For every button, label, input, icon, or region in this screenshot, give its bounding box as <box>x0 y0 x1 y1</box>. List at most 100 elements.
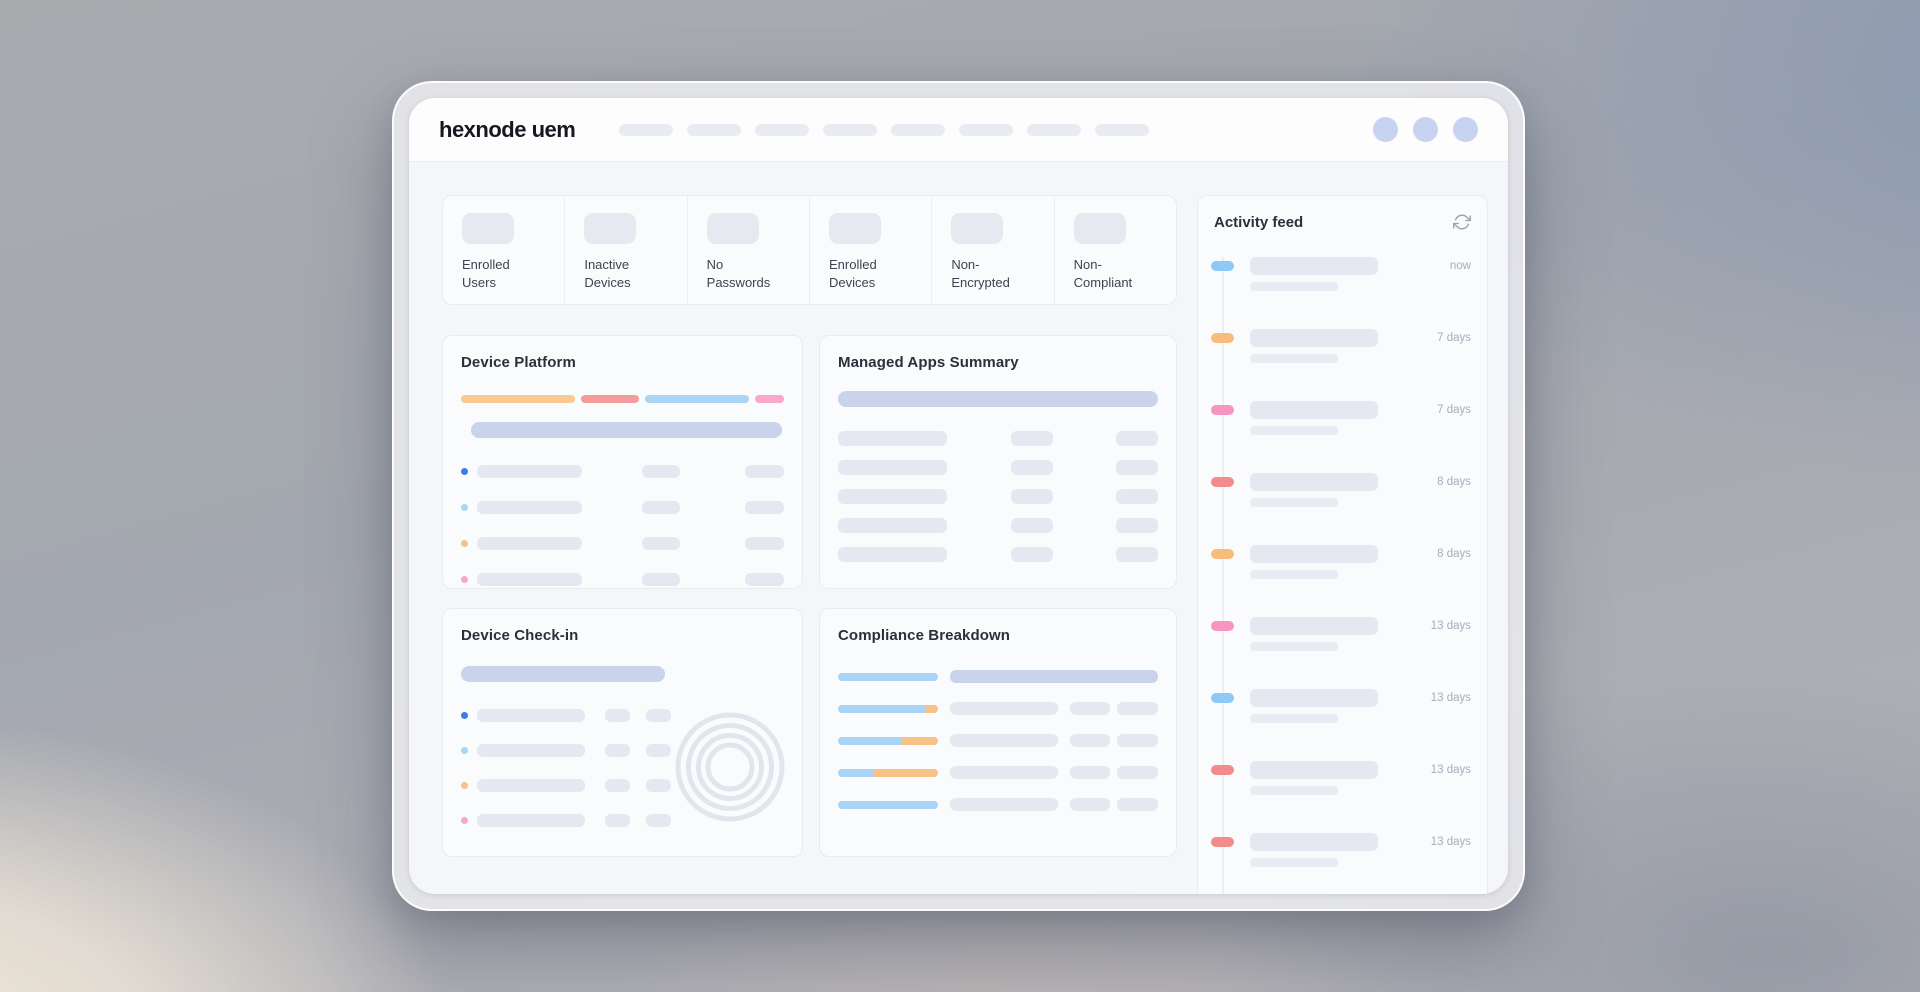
skeleton-bar <box>1250 473 1378 491</box>
hexnode-uem-logo[interactable]: hexnode uem <box>439 116 576 142</box>
managed-apps-row <box>838 489 1158 504</box>
activity-type-pill-icon <box>1211 765 1234 775</box>
skeleton-bar <box>1250 689 1378 707</box>
activity-feed-item[interactable]: 13 days <box>1198 761 1487 795</box>
skeleton-bar <box>1250 642 1338 651</box>
platform-distribution-bar <box>461 395 784 403</box>
skeleton-bar <box>1117 766 1158 779</box>
checkin-row <box>461 814 784 827</box>
stat-tile[interactable]: Enrolled Devices <box>810 196 933 304</box>
platform-bar-segment <box>580 395 639 403</box>
activity-feed-item[interactable]: 13 days <box>1198 689 1487 723</box>
stat-label: Non- Encrypted <box>951 257 1010 291</box>
activity-feed-item[interactable]: 13 days <box>1198 833 1487 867</box>
activity-timestamp: 8 days <box>1437 548 1471 560</box>
stat-label: No Passwords <box>706 257 771 291</box>
skeleton-bar <box>1250 833 1378 851</box>
activity-timestamp: now <box>1449 260 1471 272</box>
skeleton-bar <box>605 709 630 722</box>
header-actions <box>1373 117 1478 142</box>
activity-text-placeholder <box>1250 401 1378 435</box>
checkin-row <box>461 779 784 792</box>
compliance-row-detail <box>950 798 1158 811</box>
stat-value-placeholder <box>584 213 637 244</box>
activity-type-pill-icon <box>1211 261 1234 271</box>
compliance-row <box>838 798 1158 811</box>
skeleton-bar <box>745 501 784 514</box>
legend-dot-icon <box>461 782 468 789</box>
device-platform-title: Device Platform <box>461 354 576 371</box>
nav-item-placeholder[interactable] <box>687 123 742 136</box>
refresh-icon[interactable] <box>1453 213 1471 231</box>
device-frame: hexnode uem <box>392 81 1525 911</box>
legend-dot-icon <box>461 712 468 719</box>
skeleton-bar <box>1250 714 1338 723</box>
compliance-title: Compliance Breakdown <box>838 627 1011 644</box>
skeleton-bar <box>1250 401 1378 419</box>
nav-item-placeholder[interactable] <box>755 123 810 136</box>
compliance-row <box>838 766 1158 779</box>
activity-feed-panel: Activity feed <box>1197 195 1488 894</box>
activity-type-pill-icon <box>1211 405 1234 415</box>
app-header: hexnode uem <box>409 98 1508 162</box>
noncompliant-segment <box>873 768 938 777</box>
compliant-segment <box>838 672 938 681</box>
skeleton-bar <box>1250 858 1338 867</box>
managed-apps-row <box>838 518 1158 533</box>
platform-row <box>461 573 784 586</box>
nav-item-placeholder[interactable] <box>959 123 1014 136</box>
compliance-row-detail <box>950 734 1158 747</box>
nav-item-placeholder[interactable] <box>619 123 674 136</box>
nav-item-placeholder[interactable] <box>891 123 946 136</box>
nav-item-placeholder[interactable] <box>1027 123 1082 136</box>
managed-apps-row <box>838 547 1158 562</box>
nav-item-placeholder[interactable] <box>1095 123 1150 136</box>
header-avatar-circle[interactable] <box>1373 117 1398 142</box>
compliance-rows <box>838 670 1158 811</box>
activity-feed-item[interactable]: 7 days <box>1198 329 1487 363</box>
activity-feed-item[interactable]: 13 days <box>1198 617 1487 651</box>
managed-apps-row <box>838 460 1158 475</box>
skeleton-bar <box>605 744 630 757</box>
checkin-row <box>461 744 784 757</box>
activity-feed-item[interactable]: 8 days <box>1198 545 1487 579</box>
stat-tile[interactable]: No Passwords <box>688 196 810 304</box>
skeleton-bar <box>477 814 585 827</box>
header-avatar-circle[interactable] <box>1413 117 1438 142</box>
platform-row <box>461 537 784 550</box>
activity-type-pill-icon <box>1211 837 1234 847</box>
compliance-breakdown-card: Compliance Breakdown <box>819 608 1177 857</box>
header-avatar-circle[interactable] <box>1453 117 1478 142</box>
checkin-rows <box>461 709 784 827</box>
activity-timestamp: 8 days <box>1437 476 1471 488</box>
skeleton-bar <box>838 489 947 504</box>
skeleton-bar <box>1011 431 1053 446</box>
stat-value-placeholder <box>1073 213 1126 244</box>
skeleton-bar <box>646 814 671 827</box>
activity-feed-list: now 7 days <box>1198 257 1487 894</box>
nav-item-placeholder[interactable] <box>823 123 878 136</box>
table-header-placeholder <box>471 422 782 438</box>
stat-tile[interactable]: Inactive Devices <box>565 196 688 304</box>
legend-dot-icon <box>461 576 468 583</box>
skeleton-bar <box>745 537 784 550</box>
activity-feed-item[interactable]: now <box>1198 257 1487 291</box>
skeleton-bar <box>838 460 947 475</box>
activity-feed-header: Activity feed <box>1198 196 1487 231</box>
skeleton-bar <box>646 779 671 792</box>
legend-dot-icon <box>461 747 468 754</box>
skeleton-bar <box>1116 547 1158 562</box>
stat-tile[interactable]: Enrolled Users <box>443 196 566 304</box>
table-header-placeholder <box>950 670 1158 683</box>
stat-tile[interactable]: Non- Encrypted <box>932 196 1055 304</box>
activity-text-placeholder <box>1250 545 1378 579</box>
activity-type-pill-icon <box>1211 477 1234 487</box>
activity-timestamp: 7 days <box>1437 332 1471 344</box>
skeleton-bar <box>1250 570 1338 579</box>
activity-feed-item[interactable]: 8 days <box>1198 473 1487 507</box>
stat-tile[interactable]: Non- Compliant <box>1055 196 1176 304</box>
skeleton-bar <box>1250 545 1378 563</box>
activity-feed-item[interactable]: 7 days <box>1198 401 1487 435</box>
activity-text-placeholder <box>1250 257 1378 291</box>
device-checkin-card: Device Check-in <box>442 608 803 857</box>
